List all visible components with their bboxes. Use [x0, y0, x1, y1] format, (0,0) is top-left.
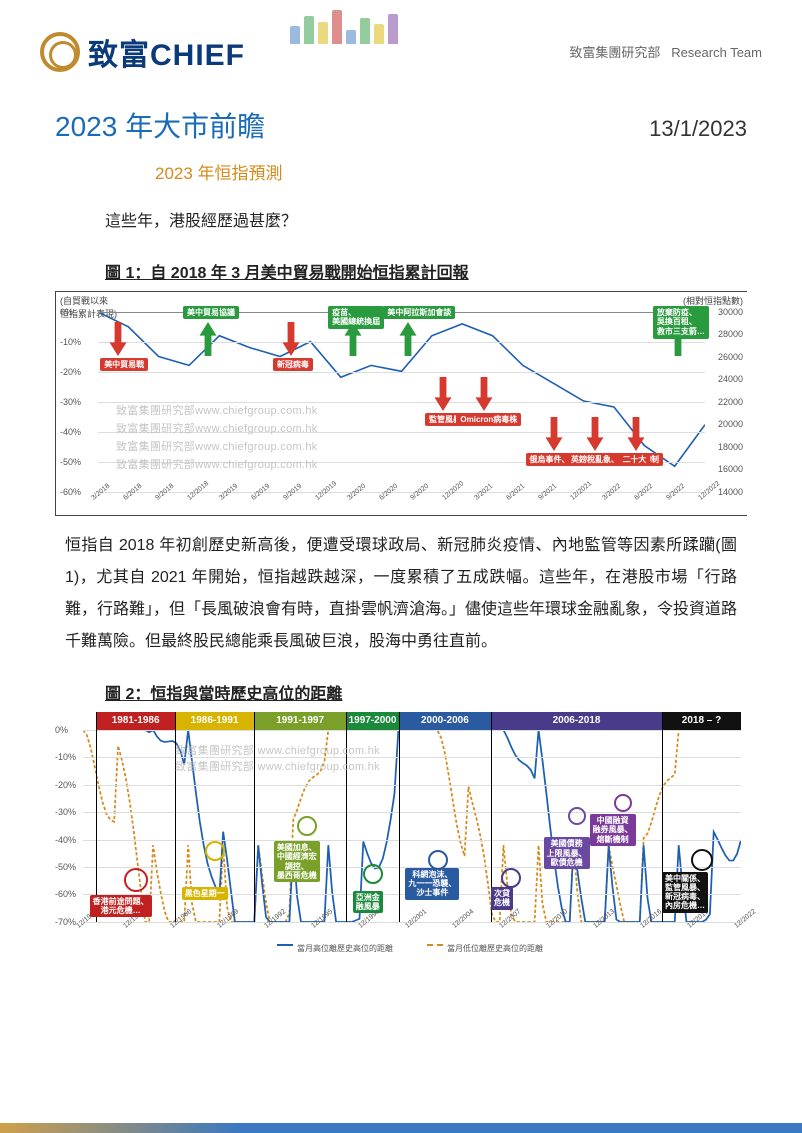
event-circle — [614, 794, 632, 812]
event-label: 美國債務 上限風暴、 歐債危機 — [544, 837, 590, 869]
chart2-ytick: -20% — [55, 780, 76, 790]
chart1-ytick-right: 16000 — [718, 464, 743, 474]
figure-1-title: 圖 1：自 2018 年 3 月美中貿易戰開始恒指累計回報 — [0, 237, 802, 291]
event-label: 中國融資 融券風暴、 熔斷機制 — [590, 814, 636, 846]
logo-block: 致富CHIEF — [40, 30, 245, 74]
event-label: 黑色星期一 — [182, 887, 228, 900]
period-band: 2006-2018 — [491, 712, 662, 730]
main-title: 2023 年大市前瞻 — [55, 105, 265, 145]
down-arrow-icon — [109, 322, 127, 356]
watermark: 致富集團研究部www.chiefgroup.com.hk — [116, 402, 318, 418]
subtitle: 2023 年恒指預測 — [0, 145, 802, 184]
title-row: 2023 年大市前瞻 13/1/2023 — [0, 85, 802, 145]
research-team-label: 致富集團研究部 Research Team — [569, 42, 762, 61]
period-band: 1997-2000 — [346, 712, 399, 730]
period-band: 2000-2006 — [399, 712, 491, 730]
chart1-annotation-up: 美中貿易協議 — [183, 306, 239, 320]
down-arrow-icon — [434, 377, 452, 411]
up-arrow-icon — [199, 322, 217, 356]
chart1-ytick: 0% — [60, 307, 73, 317]
chart1-ytick: -20% — [60, 367, 81, 377]
event-circle — [124, 868, 148, 892]
intro-question: 這些年，港股經歷過甚麼？ — [0, 184, 802, 237]
down-arrow-icon — [627, 417, 645, 451]
event-label: 次貸 危機 — [491, 887, 513, 909]
chart2-ytick: -70% — [55, 917, 76, 927]
figure-1-wrap: (自貿戰以來 恒指累計表現) (相對恒指點數) 0%-10%-20%-30%-4… — [0, 291, 802, 516]
legend-item-high: 當月高位離歷史高位的距離 — [259, 943, 393, 954]
down-arrow-icon — [545, 417, 563, 451]
event-circle — [501, 868, 521, 888]
event-label: 香港前途問題、 港元危機… — [90, 895, 152, 917]
footer-bar — [0, 1123, 802, 1133]
chart1-annotation-up: 放棄防疫、 吳換百租、 救市三支箭… — [653, 306, 709, 339]
event-circle — [691, 849, 713, 871]
chart1-ytick-right: 18000 — [718, 442, 743, 452]
research-en: Research Team — [671, 45, 762, 60]
chart1-ytick: -50% — [60, 457, 81, 467]
chart1-annotation-down: 美中貿易戰 — [100, 358, 148, 372]
chart2-ytick: 0% — [55, 725, 68, 735]
chart2-ytick: -40% — [55, 835, 76, 845]
legend-item-low: 當月低位離歷史高位的距離 — [409, 943, 543, 954]
chart1-ytick-right: 22000 — [718, 397, 743, 407]
chart1-ytick: -60% — [60, 487, 81, 497]
event-label: 科網泡沫、 九一一恐襲、 沙士事件 — [405, 868, 459, 900]
chart1-ytick: -40% — [60, 427, 81, 437]
event-label: 美中關係、 監管風暴、 新冠病毒、 內房危機… — [662, 872, 708, 913]
watermark: 致富集團研究部 www.chiefgroup.com.hk — [175, 758, 380, 774]
period-divider — [399, 712, 400, 922]
event-label: 美國加息、 中國經濟宏 調控、 墨西哥危機 — [274, 841, 320, 882]
event-circle — [363, 864, 383, 884]
chart1-ytick: -10% — [60, 337, 81, 347]
watermark: 致富集團研究部www.chiefgroup.com.hk — [116, 420, 318, 436]
chart1-ytick-right: 24000 — [718, 374, 743, 384]
event-circle — [297, 816, 317, 836]
period-band: 1981-1986 — [96, 712, 175, 730]
up-arrow-icon — [399, 322, 417, 356]
chart1-ytick-right: 30000 — [718, 307, 743, 317]
chart1-annotation-up: 美中阿拉斯加會談 — [383, 306, 455, 320]
research-cn: 致富集團研究部 — [569, 45, 660, 60]
period-band: 1991-1997 — [254, 712, 346, 730]
event-circle — [568, 807, 586, 825]
figure-1-chart: (自貿戰以來 恒指累計表現) (相對恒指點數) 0%-10%-20%-30%-4… — [55, 291, 747, 516]
chart1-annotation-down: Omicron病毒株 — [456, 413, 521, 427]
page-header: 致富CHIEF 致富集團研究部 Research Team — [0, 0, 802, 85]
chart1-ytick-right: 20000 — [718, 419, 743, 429]
watermark: 致富集團研究部www.chiefgroup.com.hk — [116, 438, 318, 454]
event-circle — [205, 841, 225, 861]
chart1-ytick-right: 14000 — [718, 487, 743, 497]
watermark: 致富集團研究部 www.chiefgroup.com.hk — [175, 742, 380, 758]
logo-icon — [40, 32, 80, 72]
chart1-annotation-down: 新冠病毒 — [273, 358, 313, 372]
chart1-ytick-right: 28000 — [718, 329, 743, 339]
body-paragraph-1: 恒指自 2018 年初創歷史新高後，便遭受環球政局、新冠肺炎疫情、內地監管等因素… — [0, 516, 802, 658]
chart2-ytick: -10% — [55, 752, 76, 762]
chart1-ytick: -30% — [60, 397, 81, 407]
chart2-ytick: -50% — [55, 862, 76, 872]
chart2-ytick: -60% — [55, 889, 76, 899]
figure-2-title: 圖 2：恒指與當時歷史高位的距離 — [0, 658, 802, 712]
chart1-ytick-right: 26000 — [718, 352, 743, 362]
report-date: 13/1/2023 — [649, 116, 747, 142]
period-divider — [96, 712, 97, 922]
down-arrow-icon — [475, 377, 493, 411]
figure-2-chart: 當月高位離歷史高位的距離 當月低位離歷史高位的距離 0% -10% -20% -30%… — [55, 712, 747, 957]
chart1-annotation-up: 疫苗、 美國總統換屆 — [328, 306, 384, 329]
event-label: 亞洲金 融風暴 — [353, 891, 383, 913]
period-band: 1986-1991 — [175, 712, 254, 730]
down-arrow-icon — [282, 322, 300, 356]
figure-2-wrap: 當月高位離歷史高位的距離 當月低位離歷史高位的距離 0% -10% -20% -30%… — [0, 712, 802, 957]
chart2-legend: 當月高位離歷史高位的距離 當月低位離歷史高位的距離 — [259, 943, 543, 954]
chart1-ylabel-right: (相對恒指點數) — [683, 294, 743, 307]
down-arrow-icon — [586, 417, 604, 451]
period-band: 2018 – ? — [662, 712, 741, 730]
watermark: 致富集團研究部www.chiefgroup.com.hk — [116, 456, 318, 472]
chart2-ytick: -30% — [55, 807, 76, 817]
decor-bar-chart-icon — [290, 10, 398, 44]
logo-text: 致富CHIEF — [88, 30, 245, 74]
chart1-annotation-down: 二十大 — [618, 453, 650, 467]
